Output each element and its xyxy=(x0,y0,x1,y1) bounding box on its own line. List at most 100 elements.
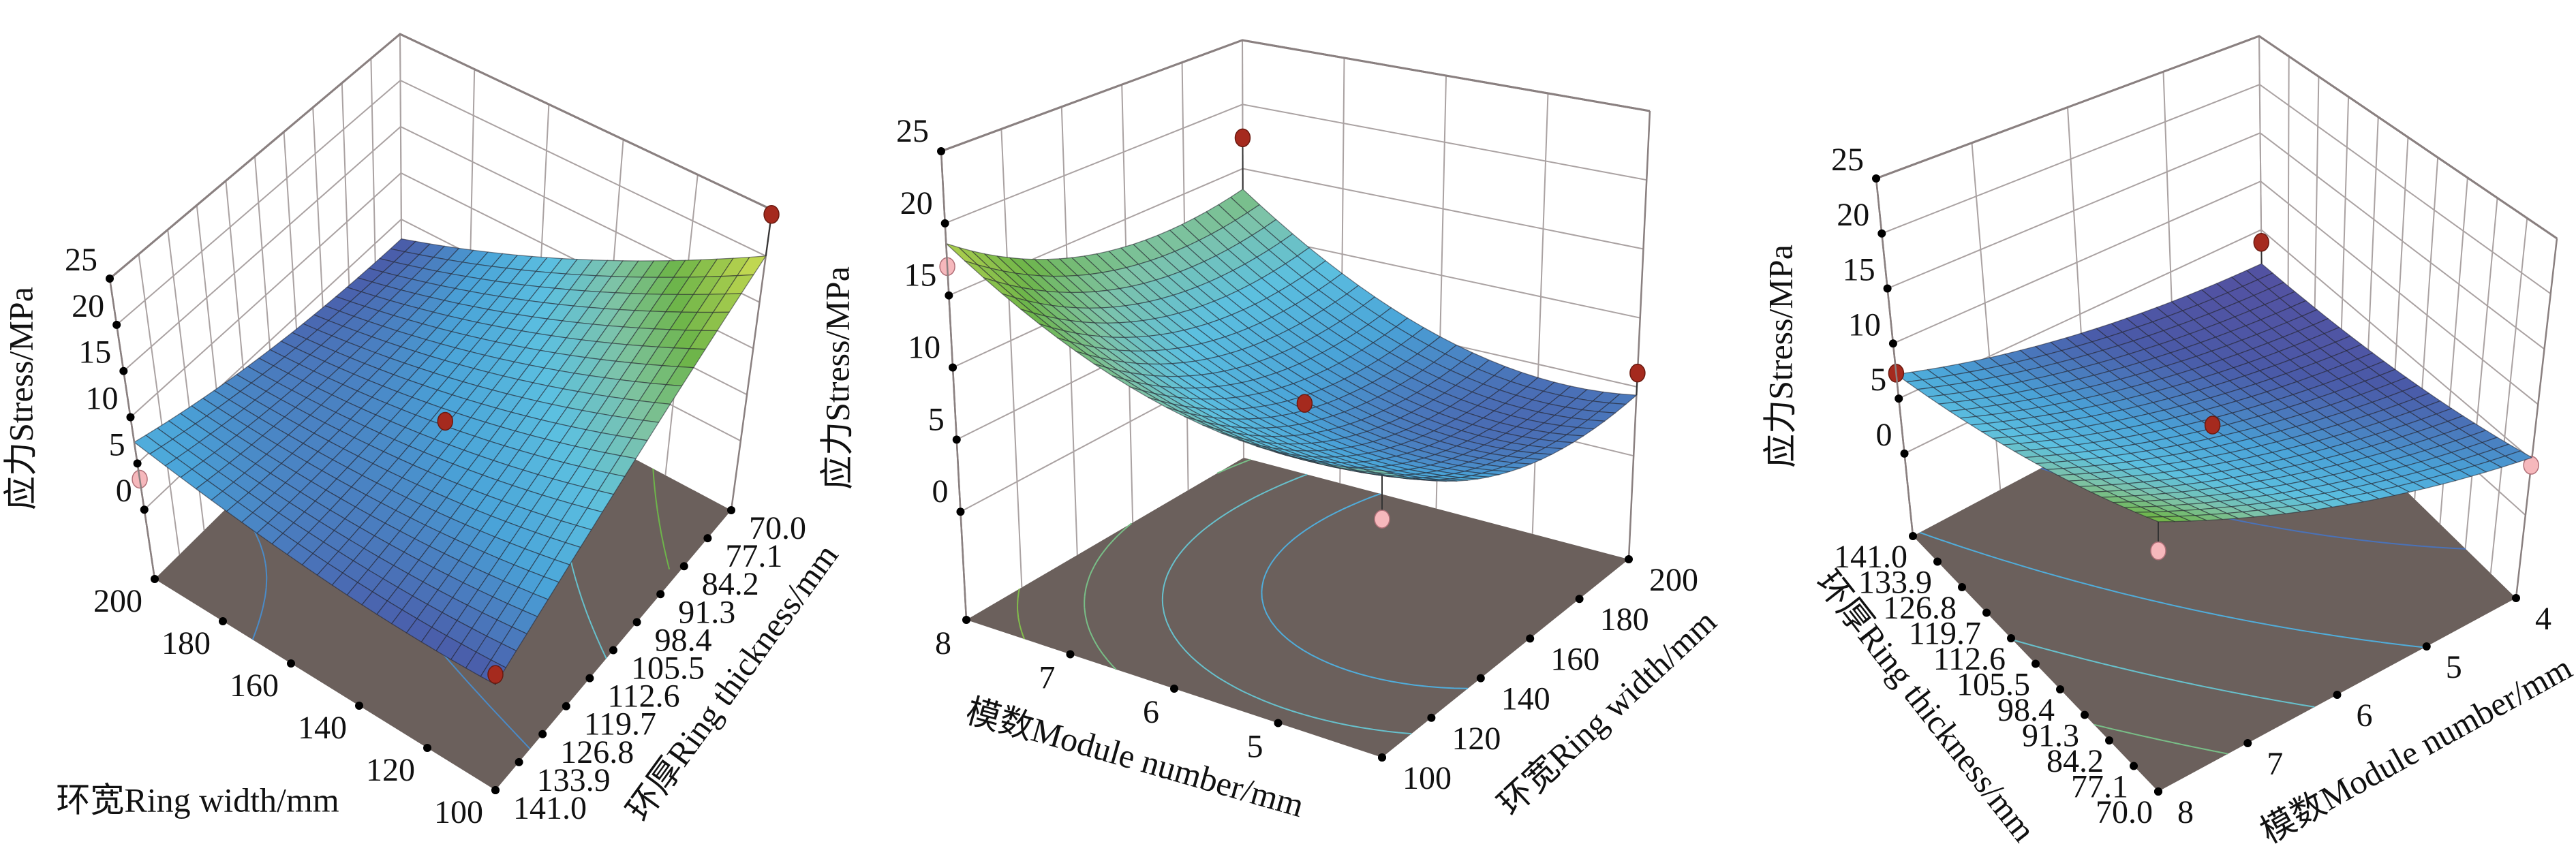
x-tick-label: 100 xyxy=(434,794,483,830)
z-tick-label: 25 xyxy=(65,242,97,278)
response-surface xyxy=(1895,263,2533,522)
y-tick-label: 112.6 xyxy=(1933,641,2006,677)
x-tick-label: 4 xyxy=(2535,601,2551,637)
z-tick-label: 5 xyxy=(109,426,125,463)
z-tick-dot xyxy=(126,413,135,422)
z-tick-label: 15 xyxy=(904,257,936,294)
y-tick-label: 77.1 xyxy=(2071,769,2128,805)
z-tick-dot xyxy=(112,320,121,329)
wall-gridline xyxy=(1000,129,1023,588)
z-tick-label: 5 xyxy=(1870,362,1886,398)
z-tick-label: 25 xyxy=(896,113,929,149)
y-tick-label: 133.9 xyxy=(1858,565,1932,601)
surface-plot-ring-width-vs-ring-thickness: 0 5 10 15 20 25 100 120 140 160 180 200 70.077.184.2… xyxy=(1,33,846,830)
y-tick-label: 98.4 xyxy=(655,622,712,658)
design-point-above-surface xyxy=(1296,394,1313,413)
wall-gridline xyxy=(2489,218,2528,574)
z-tick-label: 25 xyxy=(1831,142,1864,178)
z-tick-dot xyxy=(1900,449,1909,458)
y-tick-dot xyxy=(1476,674,1485,683)
z-axis-line xyxy=(1875,178,1914,537)
y-tick-dot xyxy=(632,618,641,627)
y-tick-dot xyxy=(585,674,594,683)
y-tick-dot xyxy=(2007,634,2015,642)
y-tick-dot xyxy=(1958,583,1966,591)
contour-line xyxy=(1017,589,1026,640)
contour-line xyxy=(1084,458,1251,670)
z-tick-label: 0 xyxy=(1876,417,1892,453)
design-point-above-surface xyxy=(487,665,504,684)
design-point-below-surface xyxy=(1374,510,1390,529)
wall-gridline xyxy=(109,33,773,280)
x-axis-title: 环宽Ring width/mm xyxy=(56,781,339,819)
z-tick-label: 15 xyxy=(78,334,111,371)
z-tick-dot xyxy=(1883,284,1892,293)
box-edge xyxy=(730,209,773,511)
wall-gridline xyxy=(940,39,1651,153)
design-point-above-surface xyxy=(763,205,780,224)
z-tick-dot xyxy=(1888,339,1897,348)
z-tick-label: 5 xyxy=(928,401,945,437)
x-tick-dot xyxy=(1170,685,1178,693)
z-tick-label: 10 xyxy=(1848,307,1881,343)
contour-line xyxy=(2094,723,2228,755)
x-tick-label: 160 xyxy=(230,668,279,704)
design-point-below-surface xyxy=(2150,541,2166,561)
x-tick-label: 6 xyxy=(2357,698,2373,734)
wall-gridline xyxy=(1875,35,2558,240)
design-point-above-surface xyxy=(2204,416,2221,435)
wall-gridline xyxy=(1881,83,2551,295)
design-point-above-surface xyxy=(1234,128,1251,148)
contour-line xyxy=(2012,639,2315,708)
x-tick-dot xyxy=(1274,719,1283,727)
surface-cell xyxy=(1364,469,1394,475)
z-tick-label: 20 xyxy=(900,185,933,221)
z-tick-label: 10 xyxy=(908,330,940,366)
z-axis-title: 应力Stress/MPa xyxy=(1,287,40,510)
z-tick-label: 15 xyxy=(1843,252,1875,288)
wall-gridline xyxy=(123,125,760,372)
y-tick-label: 180 xyxy=(1600,601,1649,638)
y-tick-dot xyxy=(703,534,712,543)
contour-line xyxy=(1919,531,2425,648)
y-tick-dot xyxy=(562,702,570,710)
x-tick-dot xyxy=(2333,691,2342,699)
x-tick-label: 5 xyxy=(1247,729,1263,765)
x-tick-dot xyxy=(962,616,970,624)
x-tick-label: 120 xyxy=(366,752,415,788)
wall-gridline xyxy=(138,253,181,555)
response-surface xyxy=(945,189,1638,482)
y-tick-label: 105.5 xyxy=(631,651,705,687)
y-tick-label: 119.7 xyxy=(1909,616,1981,652)
contour-line xyxy=(1261,492,1468,689)
x-tick-label: 200 xyxy=(93,583,142,619)
design-point-above-surface xyxy=(437,411,454,431)
y-tick-label: 70.0 xyxy=(749,510,806,546)
y-tick-label: 126.8 xyxy=(560,734,634,770)
y-tick-label: 160 xyxy=(1550,641,1599,677)
y-tick-label: 141.0 xyxy=(513,790,587,826)
y-tick-label: 91.3 xyxy=(2022,718,2079,754)
y-tick-dot xyxy=(538,730,547,738)
y-tick-dot xyxy=(1982,608,1991,617)
y-tick-dot xyxy=(1933,557,1942,566)
wall-gridline xyxy=(1887,132,2545,350)
y-tick-dot xyxy=(727,506,735,514)
z-tick-label: 0 xyxy=(932,473,948,510)
z-tick-dot xyxy=(1872,174,1880,183)
z-axis-line xyxy=(940,151,968,621)
wall-gridline xyxy=(1875,35,2558,240)
box-edge xyxy=(1627,110,1651,560)
wall-gridline xyxy=(940,39,1651,153)
y-tick-label: 105.5 xyxy=(1957,667,2030,703)
z-tick-dot xyxy=(952,435,961,444)
z-tick-dot xyxy=(133,459,142,468)
y-tick-dot xyxy=(609,646,617,655)
x-tick-dot xyxy=(2512,594,2520,602)
contour-line xyxy=(1161,473,1412,735)
y-tick-dot xyxy=(1909,532,1917,540)
y-tick-dot xyxy=(2031,659,2040,668)
x-tick-dot xyxy=(355,702,363,710)
y-tick-label: 70.0 xyxy=(2096,794,2153,830)
